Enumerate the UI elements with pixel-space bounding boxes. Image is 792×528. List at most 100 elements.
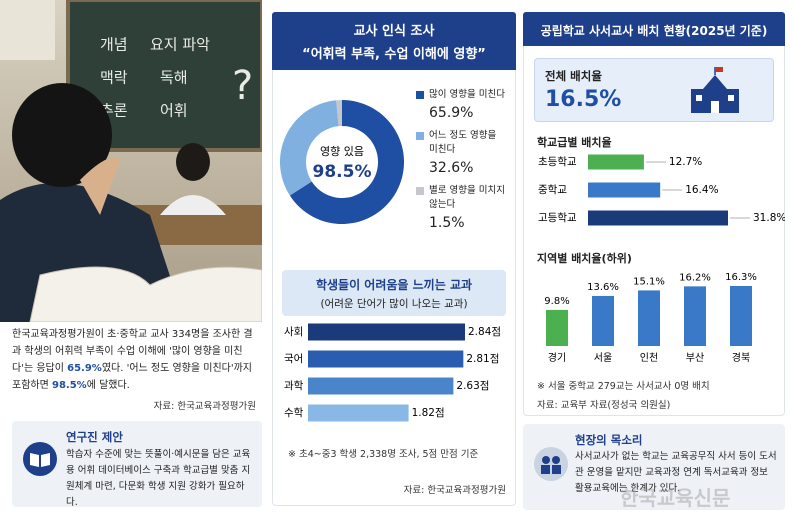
source: 자료: 한국교육과정평가원 bbox=[153, 401, 256, 412]
board-word: 요지 파악 bbox=[150, 36, 210, 54]
legend-label: 어느 정도 영향을 미친다 bbox=[429, 130, 497, 155]
school-icon bbox=[691, 67, 739, 113]
value-label: 16.3% bbox=[725, 272, 757, 283]
intro-highlight: 98.5% bbox=[51, 380, 87, 391]
bar bbox=[588, 210, 728, 226]
donut-center-value: 98.5% bbox=[313, 162, 372, 182]
legend-label: 별로 영향을 미치지 않는다 bbox=[429, 185, 505, 210]
survey-title: 교사 인식 조사 bbox=[353, 24, 435, 39]
proposal-text: 학습자 수준에 맞는 뜻풀이·예시문을 담은 교육용 어휘 데이터베이스 구축과… bbox=[66, 449, 251, 508]
school-chart: 초등학교 12.7% 중학교 16.4% 고등학교 31.8% bbox=[538, 154, 785, 226]
legend-swatch bbox=[416, 187, 424, 195]
intro-segment: 였다. '어느 정도 영향을 미친다'까지 포함하면 bbox=[12, 363, 253, 391]
category-label: 초등학교 bbox=[538, 156, 577, 168]
proposal-box: 연구진 제안 학습자 수준에 맞는 뜻풀이·예시문을 담은 교육용 어휘 데이터… bbox=[12, 421, 262, 508]
board-word: 어휘 bbox=[160, 102, 188, 120]
student-hand bbox=[80, 157, 120, 215]
value-label: 12.7% bbox=[669, 156, 702, 168]
intro-segment: 한국교육과정평가원이 초·중학교 교사 334명을 조사한 결과 학생의 어휘력… bbox=[12, 329, 253, 374]
overall-box: 전체 배치율 16.5% bbox=[534, 58, 774, 122]
field-voice-text: 사서교사가 없는 학교는 교육공무직 사서 등이 도서관 운영을 맡지만 교육과… bbox=[575, 451, 777, 494]
category-label: 경북 bbox=[732, 351, 750, 364]
legend-value: 32.6% bbox=[429, 160, 474, 176]
value-label: 1.82점 bbox=[412, 407, 445, 419]
category-label: 서울 bbox=[594, 352, 612, 364]
legend-label: 많이 영향을 미친다 bbox=[429, 89, 505, 100]
value-label: 2.63점 bbox=[456, 380, 489, 392]
value-label: 2.84점 bbox=[468, 326, 501, 338]
region-title: 지역별 배치율(하위) bbox=[537, 252, 632, 265]
bar bbox=[308, 377, 454, 395]
school-title: 학교급별 배치율 bbox=[537, 136, 612, 149]
student-head bbox=[12, 83, 112, 187]
legend-swatch bbox=[416, 132, 424, 140]
classmate-body bbox=[160, 195, 226, 215]
bar bbox=[308, 350, 464, 368]
overall-value: 16.5% bbox=[545, 87, 622, 112]
middle-card bbox=[272, 12, 516, 506]
bar bbox=[730, 286, 752, 346]
value-label: 15.1% bbox=[633, 276, 665, 287]
watermark: 한국교육신문 bbox=[620, 486, 731, 510]
value-label: 13.6% bbox=[587, 282, 619, 293]
board-word: ? bbox=[232, 63, 253, 109]
donut-slice bbox=[280, 100, 339, 196]
bar bbox=[308, 404, 409, 422]
field-voice-box: 현장의 목소리 사서교사가 없는 학교는 교육공무직 사서 등이 도서관 운영을… bbox=[523, 424, 785, 510]
board-word: 맥락 bbox=[100, 69, 128, 87]
category-label: 경기 bbox=[548, 351, 566, 364]
intro-text: 한국교육과정평가원이 초·중학교 교사 334명을 조사한 결과 학생의 어휘력… bbox=[12, 326, 260, 394]
category-label: 중학교 bbox=[538, 184, 567, 196]
donut-center-label: 영향 있음 bbox=[320, 145, 364, 158]
people-icon bbox=[534, 447, 568, 481]
legend-item: 별로 영향을 미치지 않는다 1.5% bbox=[416, 184, 514, 231]
bar bbox=[588, 182, 661, 198]
region-chart: 9.8% 경기 13.6% 서울 15.1% 인천 16.2% 부산 16.3% 경북 bbox=[544, 272, 757, 364]
bar bbox=[592, 295, 614, 346]
donut-chart: 영향 있음 98.5% bbox=[280, 100, 404, 224]
bar bbox=[588, 154, 644, 170]
legend-item: 많이 영향을 미친다 65.9% bbox=[416, 88, 514, 121]
bar bbox=[684, 286, 706, 346]
librarian-header: 공립학교 사서교사 배치 현황(2025년 기준) bbox=[523, 12, 785, 46]
category-label: 국어 bbox=[284, 353, 303, 365]
value-label: 31.8% bbox=[753, 212, 785, 224]
survey-header: 교사 인식 조사 “어휘력 부족, 수업 이해에 영향” bbox=[272, 12, 516, 70]
note: ※ 서울 중학교 279교는 사서교사 0명 배치 bbox=[537, 381, 710, 392]
board-word: 개념 bbox=[100, 36, 128, 54]
value-label: 16.2% bbox=[679, 272, 711, 283]
subject-title: 학생들이 어려움을 느끼는 교과 bbox=[315, 278, 473, 292]
legend-value: 65.9% bbox=[429, 105, 474, 121]
classmate-head bbox=[176, 143, 210, 181]
donut-legend: 많이 영향을 미친다 65.9% 어느 정도 영향을 미친다 32.6% 별로 영향을 … bbox=[416, 88, 514, 239]
book-icon bbox=[23, 442, 57, 476]
value-label: 9.8% bbox=[544, 296, 569, 307]
donut-slice bbox=[336, 100, 342, 127]
source: 자료: 교육부 자료(정성국 의원실) bbox=[537, 400, 671, 411]
poster bbox=[0, 0, 55, 60]
value-label: 2.81점 bbox=[466, 353, 499, 365]
board-word: 독해 bbox=[160, 69, 188, 87]
source: 자료: 한국교육과정평가원 bbox=[403, 485, 506, 496]
legend-swatch bbox=[416, 91, 424, 99]
category-label: 부산 bbox=[686, 352, 704, 364]
value-label: 16.4% bbox=[685, 184, 718, 196]
category-label: 고등학교 bbox=[538, 212, 577, 224]
legend-item: 어느 정도 영향을 미친다 32.6% bbox=[416, 129, 514, 176]
overall-label: 전체 배치율 bbox=[545, 69, 602, 83]
intro-highlight: 65.9% bbox=[67, 363, 102, 374]
category-label: 과학 bbox=[284, 380, 304, 392]
category-label: 사회 bbox=[284, 326, 303, 338]
subject-header: 학생들이 어려움을 느끼는 교과 (어려운 단어가 많이 나오는 교과) bbox=[282, 270, 506, 316]
note: ※ 초4~중3 학생 2,338명 조사, 5점 만점 기준 bbox=[288, 449, 479, 460]
category-label: 수학 bbox=[284, 407, 304, 419]
category-label: 인천 bbox=[640, 352, 658, 364]
survey-subtitle: “어휘력 부족, 수업 이해에 영향” bbox=[302, 47, 486, 62]
field-voice-title: 현장의 목소리 bbox=[575, 433, 643, 447]
proposal-title: 연구진 제안 bbox=[66, 430, 123, 444]
intro-segment: 에 달했다. bbox=[86, 380, 130, 391]
